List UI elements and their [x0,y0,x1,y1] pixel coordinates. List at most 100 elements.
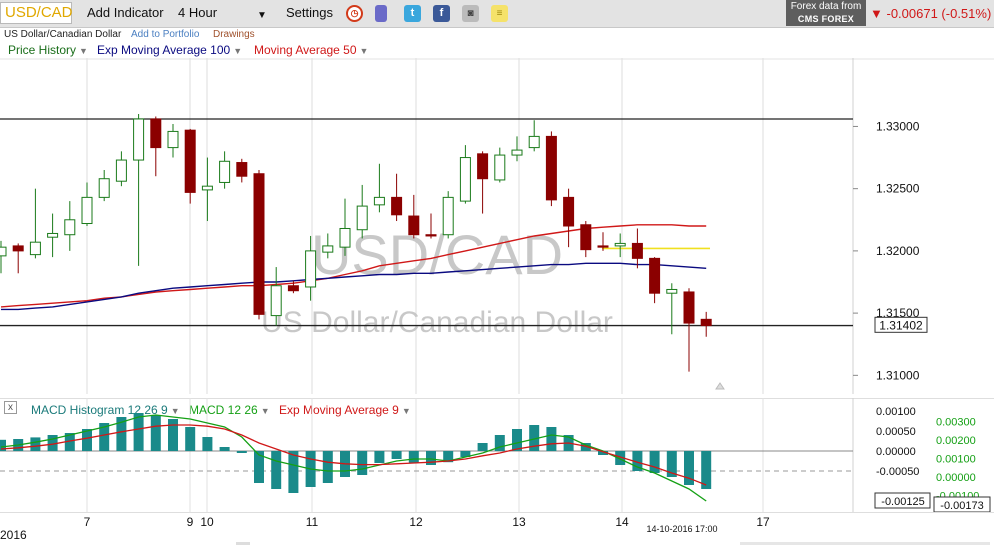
twitter-icon[interactable]: t [404,5,421,22]
candle-body [477,153,489,180]
legend-label: Moving Average 50 [254,43,357,57]
camera-icon[interactable]: ◙ [462,5,479,22]
macd-right-tick-label: 0.00200 [936,435,976,447]
legend-label: MACD 12 26 [188,403,258,417]
add-indicator-button[interactable]: Add Indicator [87,5,164,20]
candle-body [545,135,557,201]
histogram-bar [82,429,92,451]
candle-body [683,291,695,324]
macd-right-tick-label: 0.00100 [936,454,976,466]
candle-body [442,196,454,236]
ema100-line [1,262,707,311]
histogram-bar [185,427,196,451]
macd-histogram [0,413,712,493]
histogram-bar [64,433,75,451]
histogram-bar [529,425,540,451]
interval-dropdown-icon[interactable]: ▼ [257,10,267,21]
settings-button[interactable]: Settings [286,5,333,20]
chevron-down-icon[interactable]: ▼ [260,406,270,416]
histogram-bar [30,437,41,451]
macd-right-tick-label: 0.00300 [936,417,976,429]
price-tick-label: 1.31000 [876,368,920,382]
time-tick-label: 17 [756,515,770,529]
legend-label: MACD Histogram 12 26 9 [31,403,168,417]
histogram-bar [116,417,127,451]
price-tick-label: 1.32000 [876,244,920,258]
candle-body [597,245,609,248]
candle-body [580,224,592,251]
candle-body [167,130,179,149]
alarm-clock-icon[interactable]: ◷ [346,5,363,22]
candle-body [64,219,76,236]
candle-body [511,149,523,156]
down-arrow-icon: ▼ [870,6,883,21]
macd-line [0,414,707,502]
histogram-bar [236,451,247,453]
candle-body [115,159,127,182]
candle-body [391,196,403,216]
histogram-bar [133,413,144,451]
data-provider-badge[interactable]: Forex data from CMS FOREX [786,0,866,26]
time-tick-label: 9 [187,515,194,529]
candle-body [528,135,540,149]
note-icon[interactable]: ≡ [491,5,508,22]
candle-body [666,288,678,294]
symbol-input[interactable]: USD/CAD [0,2,73,24]
price-chart[interactable]: USD/CAD US Dollar/Canadian Dollar 1.3300… [0,58,994,394]
histogram-bar [0,439,6,451]
book-icon[interactable] [375,5,387,22]
histogram-bar [150,415,161,451]
watermark-symbol: USD/CAD [311,223,563,286]
scroll-marker-icon[interactable] [715,382,725,390]
time-tick-label: 13 [512,515,526,529]
histogram-bar [443,451,454,463]
candles [0,114,712,372]
legend-price-history[interactable]: Price History ▼ [8,43,88,58]
candle-body [150,118,162,149]
histogram-bar [649,451,660,473]
candle-body [373,196,385,206]
add-to-portfolio-link[interactable]: Add to Portfolio [131,29,200,40]
time-axis: 7 9 10 11 12 13 14 17 2016 14-10-2016 17:00 [0,512,994,545]
price-tick-label: 1.32500 [876,182,920,196]
histogram-bar [219,447,230,451]
histogram-bar [271,451,282,489]
histogram-bar [374,451,385,463]
macd-tick-label: 0.00000 [876,446,916,458]
close-icon[interactable]: x [4,401,17,414]
candle-body [700,318,712,327]
candle-body [253,173,265,315]
candle-body [98,178,110,198]
drawings-link[interactable]: Drawings [213,29,255,40]
legend-signal[interactable]: Exp Moving Average 9 ▼ [279,403,411,417]
histogram-bar [47,435,58,451]
macd-chart[interactable]: 0.00100 0.00050 0.00000 -0.00050 0.00300 0.00… [0,398,994,512]
histogram-bar [666,451,677,477]
chevron-down-icon[interactable]: ▼ [79,46,88,56]
macd-tick-label: 0.00050 [876,426,916,438]
signal-readout: -0.00173 [940,500,983,512]
legend-macd-histogram[interactable]: MACD Histogram 12 26 9 ▼ [31,403,180,417]
chevron-down-icon[interactable]: ▼ [233,46,243,56]
legend-ma-50[interactable]: Moving Average 50 ▼ [254,43,368,58]
histogram-bar [391,451,402,459]
candle-body [339,227,351,248]
crosshair-date-readout: 14-10-2016 17:00 [646,524,717,534]
interval-select[interactable]: 4 Hour [178,5,218,20]
price-axis: 1.33000 1.32500 1.32000 1.31500 1.31000 [853,119,920,382]
legend-ema-100[interactable]: Exp Moving Average 100 ▼ [97,43,242,58]
provider-caption: Forex data from [790,1,862,12]
macd-tick-label: 0.00100 [876,406,916,418]
facebook-icon[interactable]: f [433,5,450,22]
candle-body [133,118,145,161]
chevron-down-icon[interactable]: ▼ [359,46,369,56]
time-tick-label: 14 [615,515,629,529]
time-tick-label: 7 [84,515,91,529]
macd-readout-box [874,492,931,509]
chevron-down-icon[interactable]: ▼ [170,406,180,416]
chevron-down-icon[interactable]: ▼ [401,406,411,416]
legend-label: Exp Moving Average 9 [278,403,399,417]
legend-macd-line[interactable]: MACD 12 26 ▼ [189,403,270,417]
provider-name: CMS FOREX [797,14,855,24]
time-tick-label: 11 [306,515,319,529]
